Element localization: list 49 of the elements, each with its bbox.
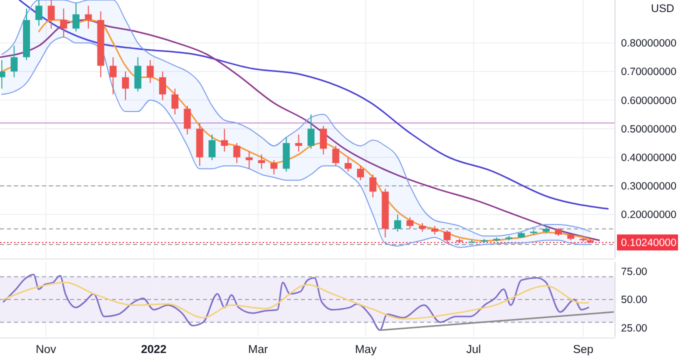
- y-tick-label: 0.50000000: [621, 123, 677, 136]
- x-tick-label: Jul: [466, 344, 481, 356]
- candlestick: [332, 145, 340, 166]
- y-tick-label: 75.00: [621, 266, 648, 278]
- y-axis-title: USD: [651, 3, 674, 15]
- y-tick-label: 0.60000000: [621, 94, 677, 107]
- x-tick-label: May: [354, 344, 377, 356]
- candlestick: [84, 5, 92, 30]
- candlestick: [295, 134, 302, 152]
- candlestick: [308, 114, 315, 150]
- y-tick-label: 0.20000000: [621, 209, 677, 222]
- y-tick-label: 0.70000000: [621, 66, 677, 78]
- candlestick: [48, 0, 55, 30]
- ref-line-label: 0.10240000: [621, 237, 677, 250]
- candlestick: [134, 56, 142, 92]
- line-series: [2, 274, 590, 331]
- x-tick-label: Nov: [36, 344, 56, 356]
- candlestick: [72, 2, 80, 32]
- candlestick: [122, 71, 129, 101]
- candlestick: [394, 214, 402, 232]
- x-tick-label: Sep: [572, 344, 594, 356]
- candlestick: [369, 174, 376, 198]
- candlestick: [357, 165, 364, 181]
- candlestick: [406, 216, 414, 230]
- line-series: [2, 282, 590, 320]
- candlestick: [159, 71, 166, 101]
- candlestick: [270, 160, 278, 175]
- candlestick: [35, 0, 42, 26]
- line-series: [18, 0, 609, 210]
- candlestick: [146, 60, 154, 84]
- y-tick-label: 0.30000000: [621, 180, 677, 193]
- x-tick-label: 2022: [140, 344, 167, 356]
- y-tick-label: 0.40000000: [621, 152, 677, 164]
- candlestick: [444, 230, 451, 244]
- x-tick-label: Mar: [248, 344, 268, 356]
- candlestick: [344, 156, 352, 172]
- candlestick: [220, 128, 228, 152]
- candlestick: [184, 105, 191, 135]
- candlestick: [208, 134, 216, 161]
- y-tick-label: 50.00: [621, 294, 648, 306]
- candlestick: [171, 88, 178, 115]
- candlestick: [258, 154, 266, 170]
- candlestick: [60, 8, 68, 38]
- candlestick: [110, 56, 117, 95]
- candlestick: [320, 125, 327, 155]
- y-tick-label: 25.00: [621, 322, 648, 335]
- candlestick: [10, 45, 18, 78]
- y-tick-label: 0.80000000: [621, 38, 677, 50]
- candlestick: [233, 142, 240, 164]
